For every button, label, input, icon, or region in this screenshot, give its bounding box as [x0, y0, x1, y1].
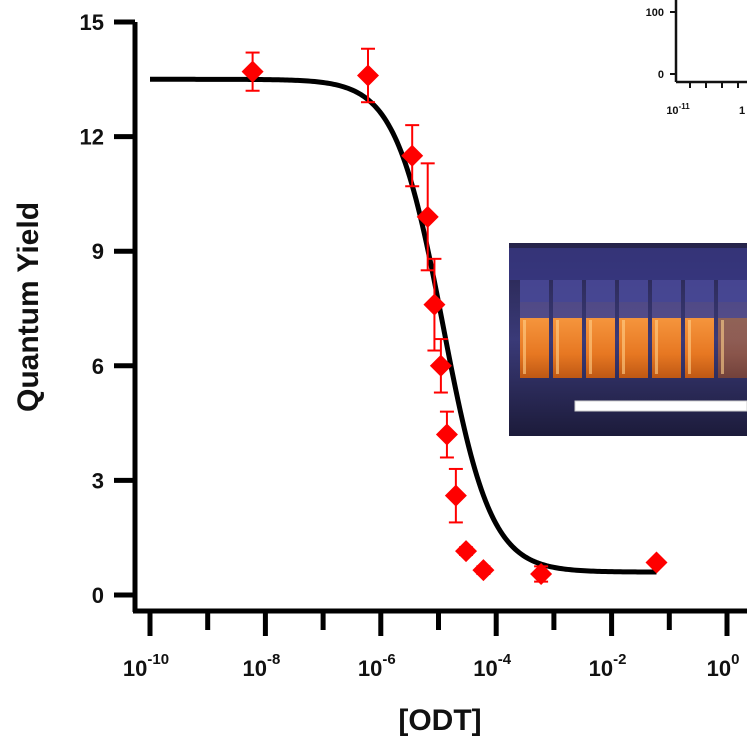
diamond-marker: [416, 205, 439, 228]
diamond-marker: [435, 423, 458, 446]
x-tick-label: 10-2: [589, 651, 627, 681]
x-tick-label: 10-4: [473, 651, 511, 681]
vial-neck: [586, 302, 615, 318]
vial-neck: [685, 302, 714, 318]
vial: [553, 280, 582, 378]
vial-cap: [520, 280, 549, 302]
vial-neck: [619, 302, 648, 318]
diamond-marker: [530, 562, 553, 585]
diamond-marker: [423, 293, 446, 316]
data-point: [429, 338, 452, 394]
data-point: [435, 410, 458, 459]
inset-y-tick-0: 0: [658, 69, 664, 81]
vial-cap: [586, 280, 615, 302]
data-point: [401, 124, 424, 188]
y-axis-title: Quantum Yield: [12, 202, 45, 412]
vial-cap: [718, 280, 747, 302]
data-point: [444, 467, 467, 524]
data-point: [455, 540, 478, 563]
diamond-marker: [455, 540, 478, 563]
y-tick-label: 0: [92, 583, 104, 608]
vial-neck: [553, 302, 582, 318]
diamond-marker: [444, 484, 467, 507]
data-point: [423, 257, 446, 352]
diamond-marker: [645, 551, 668, 574]
y-tick-label: 12: [80, 125, 104, 150]
diamond-marker: [241, 60, 264, 83]
x-ticks: 10-10 10-8 10-6 10-4 10-2 100: [123, 611, 740, 681]
inset-y-tick-100: 100: [646, 7, 664, 19]
vial-neck: [520, 302, 549, 318]
vial: [619, 280, 648, 378]
vial-cap: [652, 280, 681, 302]
vial-neck: [718, 302, 747, 318]
y-tick-label: 6: [92, 354, 104, 379]
diamond-marker: [356, 64, 379, 87]
vial-cap: [553, 280, 582, 302]
y-tick-label: 3: [92, 468, 104, 493]
data-point: [356, 47, 379, 104]
photo-scale-bar: [574, 400, 747, 412]
x-axis-title: [ODT]: [398, 704, 481, 737]
data-points: [241, 47, 668, 585]
vial: [685, 280, 714, 378]
diamond-marker: [429, 354, 452, 377]
vial: [718, 280, 747, 378]
x-tick-label: 10-8: [242, 651, 280, 681]
x-tick-label: 10-10: [123, 651, 169, 681]
x-tick-label: 10-6: [358, 651, 396, 681]
vial: [652, 280, 681, 378]
vial-row: [520, 280, 747, 378]
data-point: [241, 51, 264, 92]
diamond-marker: [472, 559, 495, 582]
vial: [586, 280, 615, 378]
vial-cap: [685, 280, 714, 302]
data-point: [472, 559, 495, 582]
vial: [520, 280, 549, 378]
x-tick-label: 100: [707, 651, 740, 681]
data-point: [530, 562, 553, 585]
inset-chart: 100 0 10-11 1: [646, 0, 747, 117]
data-point: [416, 162, 439, 272]
y-tick-label: 9: [92, 239, 104, 264]
vial-neck: [652, 302, 681, 318]
inset-vial-photo: [509, 243, 747, 436]
y-tick-label: 15: [80, 10, 104, 35]
y-ticks: 0 3 6 9 12 15: [80, 10, 135, 608]
inset-x-tick-2: 1: [739, 105, 745, 117]
diamond-marker: [401, 144, 424, 167]
vial-cap: [619, 280, 648, 302]
data-point: [645, 551, 668, 574]
inset-x-tick-1: 10-11: [666, 102, 690, 117]
